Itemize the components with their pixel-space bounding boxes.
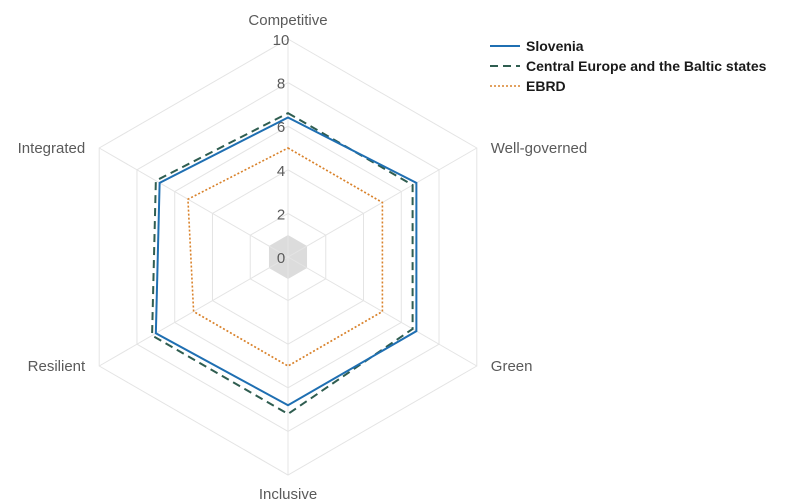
series-slovenia <box>154 116 418 407</box>
axis-label-green: Green <box>491 358 533 375</box>
tick-label-0: 0 <box>277 250 285 267</box>
legend: Slovenia Central Europe and the Baltic st… <box>490 38 767 94</box>
axis-label-resilient: Resilient <box>28 358 86 375</box>
series-central-europe-and-the-baltic-states <box>151 111 414 416</box>
tick-label-2: 2 <box>277 206 285 223</box>
legend-label-slovenia: Slovenia <box>526 38 584 54</box>
tick-label-4: 4 <box>277 163 285 180</box>
axis-label-competitive: Competitive <box>248 12 327 29</box>
tick-labels: 0 2 4 6 8 10 <box>273 32 290 267</box>
axis-label-integrated: Integrated <box>18 140 86 157</box>
series-layer <box>151 111 418 416</box>
legend-label-central-europe-and-the-baltic-states: Central Europe and the Baltic states <box>526 58 767 74</box>
series-ebrd <box>187 147 384 367</box>
axis-labels: Competitive Well-governed Green Inclusive Re… <box>18 12 588 501</box>
axis-label-well-governed: Well-governed <box>491 140 587 157</box>
axis-label-inclusive: Inclusive <box>259 486 317 501</box>
spoke-resilient <box>98 256 289 367</box>
legend-label-ebrd: EBRD <box>526 78 566 94</box>
spoke-integrated <box>98 147 289 258</box>
tick-label-10: 10 <box>273 32 290 49</box>
tick-label-8: 8 <box>277 76 285 93</box>
radar-grid <box>98 38 478 476</box>
tick-label-6: 6 <box>277 119 285 136</box>
